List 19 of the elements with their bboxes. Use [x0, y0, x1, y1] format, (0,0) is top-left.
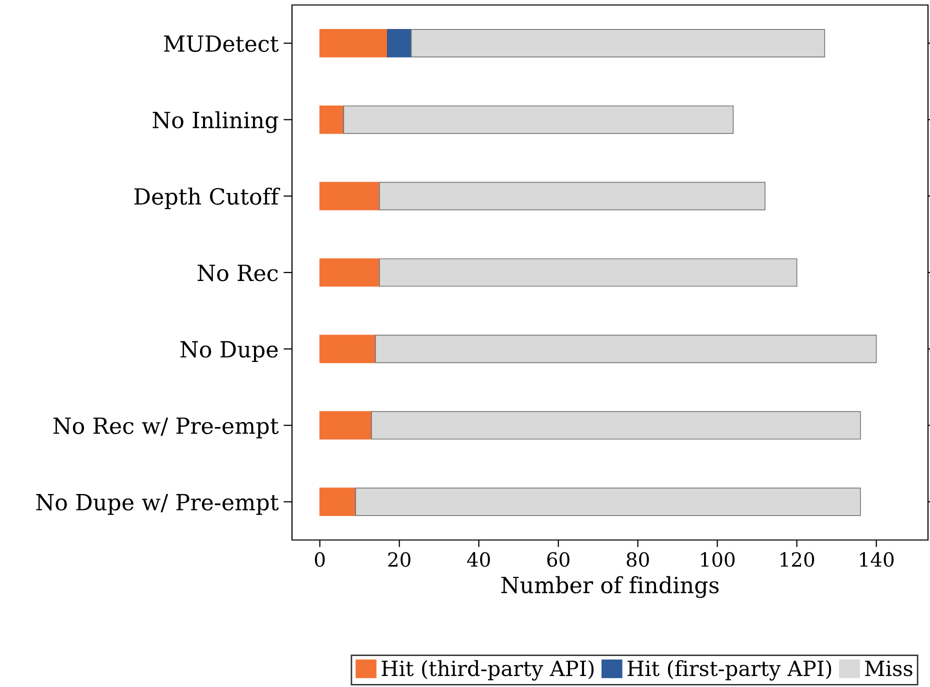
y-tick-label: No Dupe w/ Pre-empt — [36, 494, 279, 515]
x-tick-label: 100 — [701, 552, 735, 567]
legend-label: Miss — [865, 660, 912, 676]
y-tick-label: No Dupe — [180, 341, 278, 362]
x-tick-label: 0 — [314, 552, 325, 567]
x-tick-label: 60 — [547, 552, 570, 567]
legend-label: Hit (third-party API) — [382, 660, 594, 681]
x-axis-title: Number of findings — [501, 576, 719, 598]
x-tick-label: 140 — [860, 552, 894, 567]
y-tick-label: MUDetect — [164, 35, 279, 52]
x-tick-label: 80 — [626, 552, 649, 567]
y-tick-label: No Rec w/ Pre-empt — [53, 418, 279, 438]
x-tick-label: 120 — [780, 552, 814, 567]
legend-label: Hit (first-party API) — [628, 660, 832, 681]
x-tick-label: 20 — [388, 552, 410, 567]
x-tick-label: 40 — [467, 552, 490, 567]
y-tick-label: Depth Cutoff — [134, 188, 280, 210]
y-tick-label: No Inlining — [152, 111, 278, 134]
y-tick-label: No Rec — [198, 264, 278, 282]
